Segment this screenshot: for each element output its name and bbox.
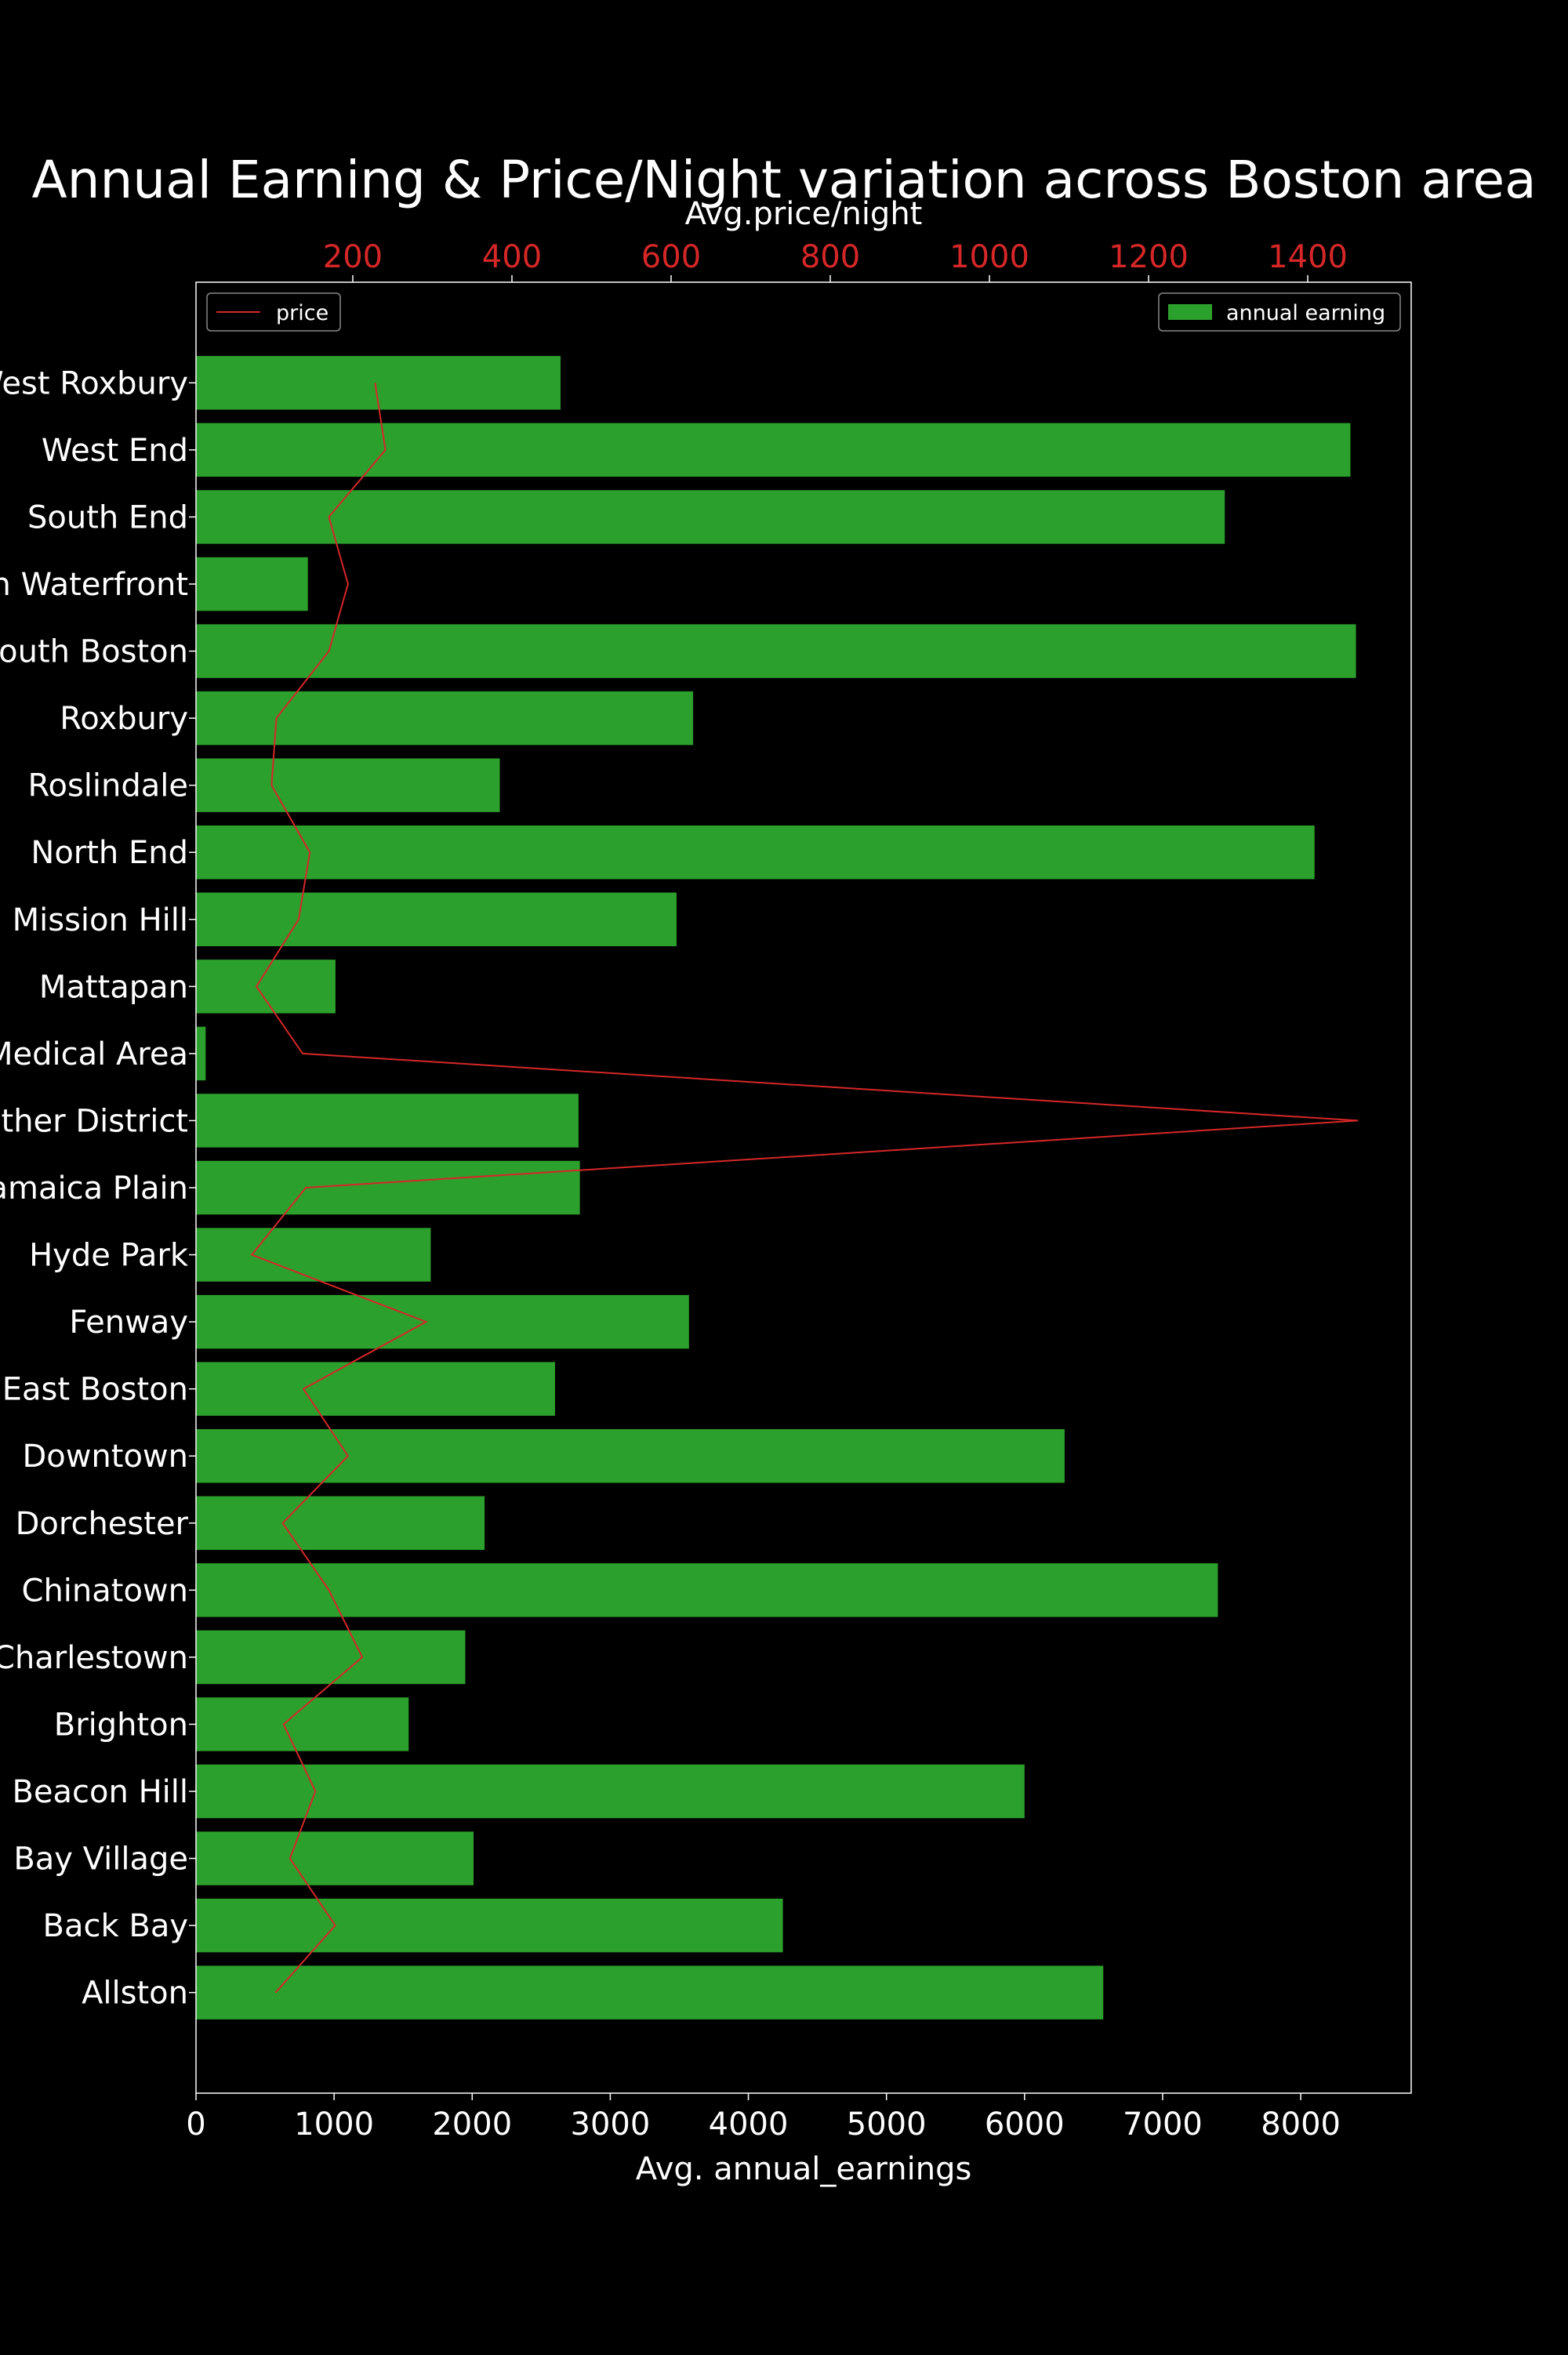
y-tick-label-17: North End — [31, 835, 188, 871]
legend-earning-box — [1158, 292, 1401, 332]
x-tick-label-7: 7000 — [1123, 2106, 1203, 2143]
y-tick-label-14: Longwood Medical Area — [0, 1036, 188, 1072]
bar-20 — [196, 624, 1356, 678]
y-tick-label-7: Dorchester — [16, 1506, 189, 1542]
bar-17 — [196, 826, 1315, 880]
bar-14 — [196, 1026, 206, 1081]
y-tick-label-4: Brighton — [54, 1707, 188, 1743]
bar-22 — [196, 490, 1225, 544]
y-tick-label-2: Bay Village — [13, 1842, 188, 1878]
x-tick-label-6: 6000 — [985, 2106, 1065, 2143]
bar-0 — [196, 1965, 1104, 2019]
legend-price-box — [206, 292, 341, 332]
x2-tick-label-4: 1000 — [949, 239, 1029, 275]
y-tick-label-22: South End — [27, 499, 188, 535]
x2-tick-label-2: 600 — [641, 239, 701, 275]
bar-11 — [196, 1228, 431, 1282]
bar-23 — [196, 423, 1351, 477]
x2-tick-label-0: 200 — [323, 239, 383, 275]
x-tick-label-4: 4000 — [709, 2106, 789, 2143]
x2-tick-label-5: 1200 — [1109, 239, 1189, 275]
legend-earning-swatch — [1168, 304, 1212, 320]
bar-7 — [196, 1496, 485, 1550]
bar-12 — [196, 1160, 580, 1215]
y-tick-label-18: Roslindale — [27, 768, 188, 804]
bar-5 — [196, 1630, 466, 1685]
bar-9 — [196, 1362, 555, 1416]
y-tick-label-20: South Boston — [0, 634, 188, 670]
x2-tick-label-6: 1400 — [1268, 239, 1348, 275]
y-tick-label-23: West End — [42, 433, 188, 469]
x-tick-label-3: 3000 — [571, 2106, 651, 2143]
y-tick-label-1: Back Bay — [43, 1908, 188, 1944]
x-tick-label-8: 8000 — [1261, 2106, 1341, 2143]
y-tick-label-5: Charlestown — [0, 1640, 188, 1676]
y-tick-label-12: Jamaica Plain — [0, 1170, 188, 1207]
y-tick-label-19: Roxbury — [60, 701, 188, 737]
y-tick-label-10: Fenway — [69, 1305, 188, 1341]
bar-1 — [196, 1898, 783, 1953]
bar-3 — [196, 1764, 1025, 1819]
y-tick-label-15: Mattapan — [39, 969, 188, 1005]
y-tick-label-8: Downtown — [22, 1439, 188, 1475]
bar-10 — [196, 1294, 689, 1349]
price-line — [250, 383, 1359, 1994]
x2-tick-label-3: 800 — [800, 239, 860, 275]
bar-16 — [196, 892, 677, 946]
y-tick-label-11: Hyde Park — [29, 1238, 189, 1274]
x-tick-label-2: 2000 — [432, 2106, 512, 2143]
y-tick-label-16: Mission Hill — [13, 902, 188, 938]
x2-axis-label: Avg.price/night — [685, 196, 923, 232]
bar-2 — [196, 1831, 474, 1885]
bar-8 — [196, 1429, 1065, 1483]
x-axis-label: Avg. annual_earnings — [636, 2151, 972, 2187]
y-tick-label-21: South Boston Waterfront — [0, 567, 188, 603]
bar-15 — [196, 960, 336, 1014]
y-tick-label-13: Leather District — [0, 1103, 188, 1139]
bar-6 — [196, 1563, 1218, 1617]
bar-21 — [196, 557, 308, 611]
y-tick-label-9: East Boston — [2, 1372, 188, 1408]
y-tick-label-0: Allston — [82, 1976, 188, 2012]
bar-13 — [196, 1094, 579, 1148]
bar-18 — [196, 758, 500, 812]
x-tick-label-5: 5000 — [847, 2106, 927, 2143]
y-tick-label-24: West Roxbury — [0, 365, 188, 401]
x-tick-label-0: 0 — [186, 2106, 205, 2143]
legend-earning-label: annual earning — [1226, 301, 1385, 325]
legend-price-label: price — [276, 301, 328, 325]
x2-tick-label-1: 400 — [482, 239, 542, 275]
y-tick-label-3: Beacon Hill — [12, 1774, 188, 1810]
bar-19 — [196, 691, 694, 746]
y-tick-label-6: Chinatown — [22, 1573, 188, 1609]
chart-title: Annual Earning & Price/Night variation a… — [31, 150, 1536, 210]
x-tick-label-1: 1000 — [294, 2106, 374, 2143]
bar-4 — [196, 1697, 409, 1751]
